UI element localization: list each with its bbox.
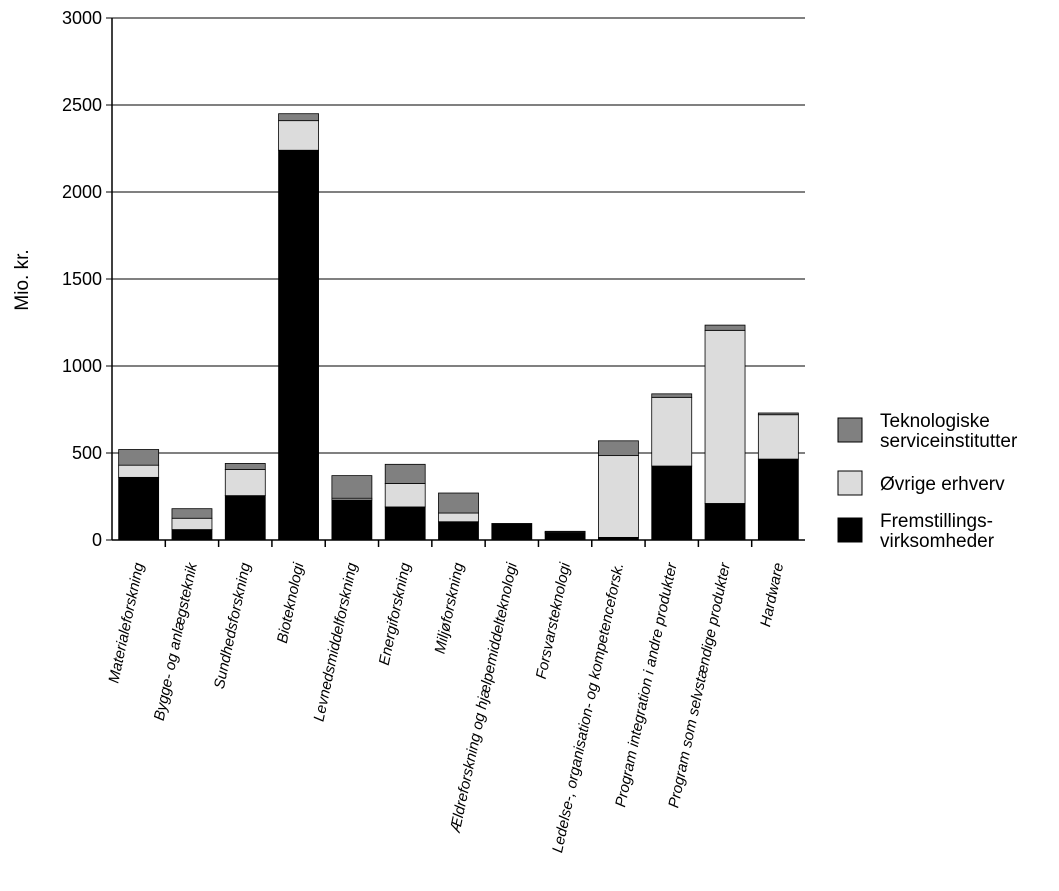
category-label: Hardware bbox=[757, 561, 787, 628]
category-label: Forsvarsteknologi bbox=[533, 561, 574, 681]
bar-segment bbox=[438, 521, 479, 541]
bar-segment bbox=[491, 523, 533, 541]
bar-segment bbox=[331, 475, 373, 499]
bar-segment bbox=[651, 393, 693, 398]
bar-segment bbox=[704, 503, 746, 541]
y-tick-label: 2000 bbox=[62, 182, 102, 202]
legend-swatch bbox=[837, 417, 863, 443]
category-label: Energiforskning bbox=[376, 561, 414, 667]
bar-segment bbox=[598, 455, 639, 538]
y-axis-label: Mio. kr. bbox=[12, 249, 33, 310]
y-tick-label: 0 bbox=[92, 530, 102, 550]
bar-segment bbox=[651, 396, 693, 467]
bar-segment bbox=[544, 530, 586, 533]
bar-segment bbox=[384, 483, 426, 508]
bar-segment bbox=[384, 506, 426, 541]
bar-segment bbox=[171, 517, 213, 530]
bar-segment bbox=[651, 465, 693, 541]
legend-label: Teknologiske bbox=[880, 411, 990, 432]
bar-segment bbox=[384, 463, 426, 484]
bar-segment bbox=[224, 463, 266, 470]
bars bbox=[118, 113, 799, 541]
y-tick-label: 1500 bbox=[62, 269, 102, 289]
bar-segment bbox=[438, 512, 479, 523]
category-label: Levnedsmiddelforskning bbox=[311, 561, 361, 723]
bar-segment bbox=[224, 469, 266, 497]
bar-segment bbox=[757, 458, 799, 541]
y-tick-labels: 0 500 1000 1500 2000 2500 3000 bbox=[62, 8, 102, 550]
bar-segment bbox=[757, 412, 799, 416]
bar-segment bbox=[757, 414, 799, 460]
category-label: Miljøforskning bbox=[432, 561, 468, 656]
axes bbox=[111, 18, 805, 547]
category-labels: Materialeforskning Bygge- og anlægsteknik… bbox=[105, 560, 787, 855]
bar-segment bbox=[278, 149, 319, 541]
legend-swatch bbox=[837, 517, 863, 543]
legend-label: serviceinstitutter bbox=[880, 431, 1018, 452]
bar-segment bbox=[704, 329, 746, 504]
legend-label: Fremstillings- bbox=[880, 511, 993, 532]
y-tick-label: 2500 bbox=[62, 95, 102, 115]
category-label: Sundhedsforskning bbox=[211, 561, 254, 691]
bar-segment bbox=[118, 449, 160, 466]
bar-segment bbox=[704, 324, 746, 331]
legend-label: Øvrige erhverv bbox=[880, 474, 1005, 495]
bar-segment bbox=[278, 120, 319, 151]
category-label: Bygge- og anlægsteknik bbox=[151, 560, 201, 722]
y-tick-label: 1000 bbox=[62, 356, 102, 376]
gridlines bbox=[106, 17, 805, 541]
bar-segment bbox=[171, 508, 213, 519]
bar-segment bbox=[598, 440, 639, 457]
legend-swatch bbox=[837, 470, 863, 496]
legend-label: virksomheder bbox=[880, 531, 995, 552]
bar-segment bbox=[118, 464, 160, 478]
category-label: Materialeforskning bbox=[105, 561, 147, 685]
y-tick-label: 500 bbox=[72, 443, 102, 463]
bar-segment bbox=[438, 492, 479, 514]
bar-segment bbox=[224, 495, 266, 541]
bar-segment bbox=[118, 476, 160, 541]
bar-segment bbox=[171, 529, 213, 541]
y-tick-label: 3000 bbox=[62, 8, 102, 28]
bar-segment bbox=[278, 113, 319, 122]
bar-segment bbox=[331, 499, 373, 541]
category-label: Program integration i andre produkter bbox=[612, 560, 681, 808]
bar-segment bbox=[544, 532, 586, 541]
category-label: Bioteknologi bbox=[274, 561, 308, 645]
category-label: Program som selvstændige produkter bbox=[665, 560, 734, 809]
